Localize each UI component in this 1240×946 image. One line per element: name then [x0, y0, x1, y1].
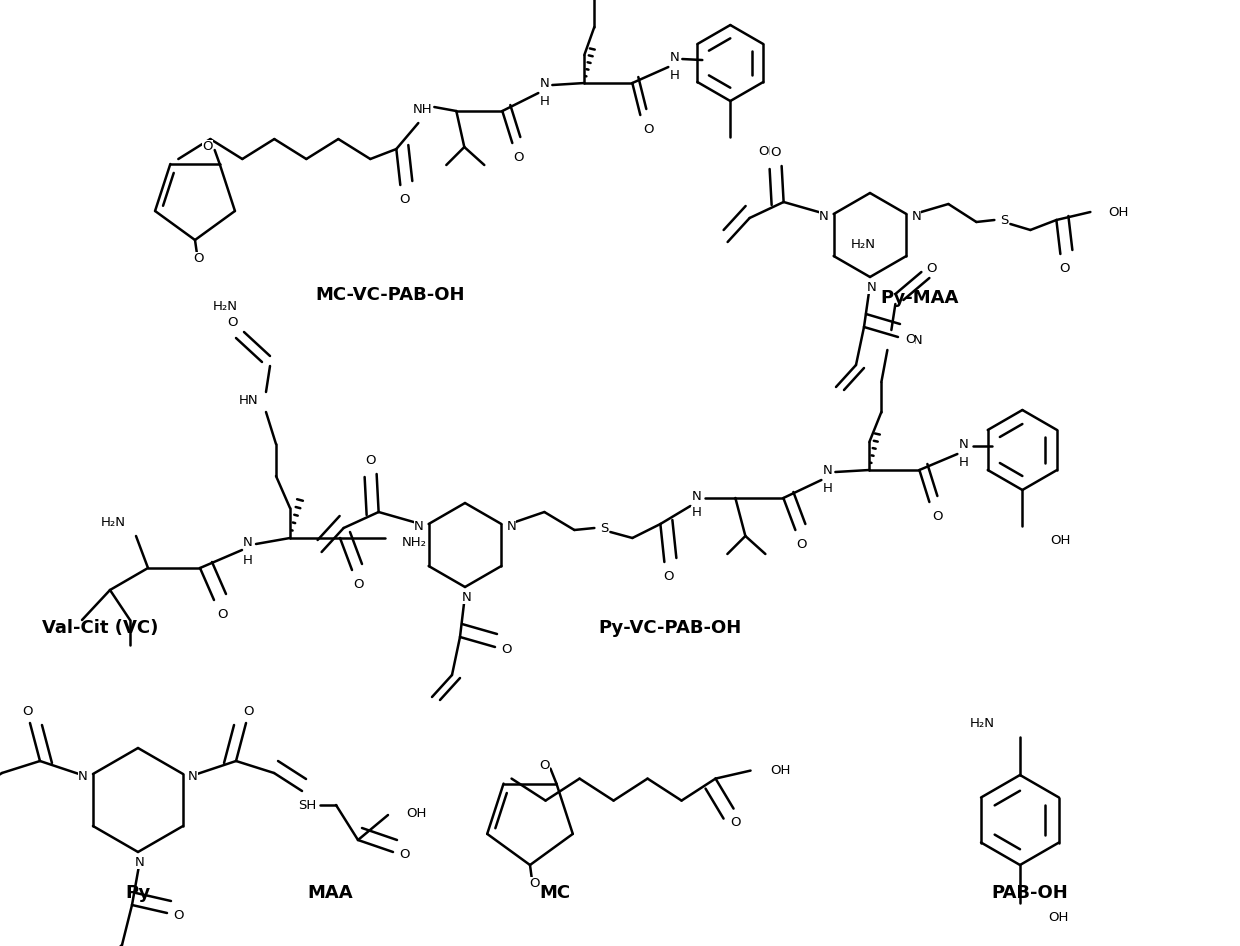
Text: O: O [502, 642, 512, 656]
Text: MC-VC-PAB-OH: MC-VC-PAB-OH [315, 286, 465, 304]
Text: NH₂: NH₂ [402, 535, 427, 549]
Text: O: O [905, 332, 915, 345]
Text: N: N [78, 769, 88, 782]
Text: PAB-OH: PAB-OH [992, 884, 1069, 902]
Text: O: O [513, 150, 523, 164]
Text: HN: HN [904, 334, 923, 346]
Text: O: O [174, 908, 185, 921]
Text: O: O [193, 252, 205, 265]
Text: N: N [506, 519, 516, 533]
Text: N: N [188, 769, 198, 782]
Text: O: O [352, 577, 363, 590]
Text: H: H [822, 482, 832, 495]
Text: S: S [600, 521, 609, 534]
Text: Py-MAA: Py-MAA [880, 289, 960, 307]
Text: O: O [227, 316, 237, 328]
Text: SH: SH [298, 798, 316, 812]
Text: H: H [539, 95, 549, 108]
Text: N: N [414, 519, 424, 533]
Text: O: O [217, 607, 227, 621]
Text: MC: MC [539, 884, 570, 902]
Text: N: N [539, 77, 549, 90]
Text: N: N [463, 590, 472, 604]
Text: H₂N: H₂N [851, 237, 875, 251]
Text: N: N [135, 855, 145, 868]
Text: OH: OH [770, 764, 791, 777]
Text: O: O [399, 193, 409, 205]
Text: MAA: MAA [308, 884, 353, 902]
Text: S: S [1001, 214, 1008, 226]
Text: Py-VC-PAB-OH: Py-VC-PAB-OH [599, 619, 742, 637]
Text: O: O [1059, 261, 1070, 274]
Text: N: N [911, 209, 921, 222]
Text: N: N [867, 281, 877, 293]
Text: H₂N: H₂N [970, 716, 994, 729]
Text: O: O [243, 705, 253, 717]
Text: O: O [202, 139, 213, 152]
Text: OH: OH [405, 807, 427, 819]
Text: N: N [959, 437, 968, 450]
Text: H: H [670, 68, 680, 81]
Text: H: H [692, 505, 702, 518]
Text: O: O [539, 759, 549, 772]
Text: H: H [243, 553, 253, 567]
Text: O: O [644, 123, 653, 135]
Text: NH: NH [413, 102, 432, 115]
Text: Py: Py [125, 884, 150, 902]
Text: OH: OH [759, 145, 779, 158]
Text: Val-Cit (VC): Val-Cit (VC) [42, 619, 159, 637]
Text: H₂N: H₂N [213, 300, 238, 312]
Text: O: O [926, 261, 936, 274]
Text: O: O [770, 146, 781, 159]
Text: OH: OH [1048, 910, 1069, 923]
Text: O: O [399, 848, 410, 861]
Text: H₂N: H₂N [100, 516, 126, 529]
Text: N: N [243, 535, 253, 549]
Text: H: H [959, 456, 968, 468]
Text: O: O [663, 569, 673, 583]
Text: N: N [670, 50, 680, 63]
Text: O: O [22, 705, 33, 717]
Text: O: O [366, 453, 376, 466]
Text: O: O [529, 877, 541, 889]
Text: HN: HN [238, 394, 258, 407]
Text: N: N [822, 464, 832, 477]
Text: N: N [692, 489, 702, 502]
Text: O: O [730, 816, 740, 829]
Text: OH: OH [1050, 534, 1071, 547]
Text: O: O [796, 537, 807, 551]
Text: N: N [818, 209, 828, 222]
Text: OH: OH [1109, 205, 1128, 219]
Text: O: O [932, 510, 942, 522]
